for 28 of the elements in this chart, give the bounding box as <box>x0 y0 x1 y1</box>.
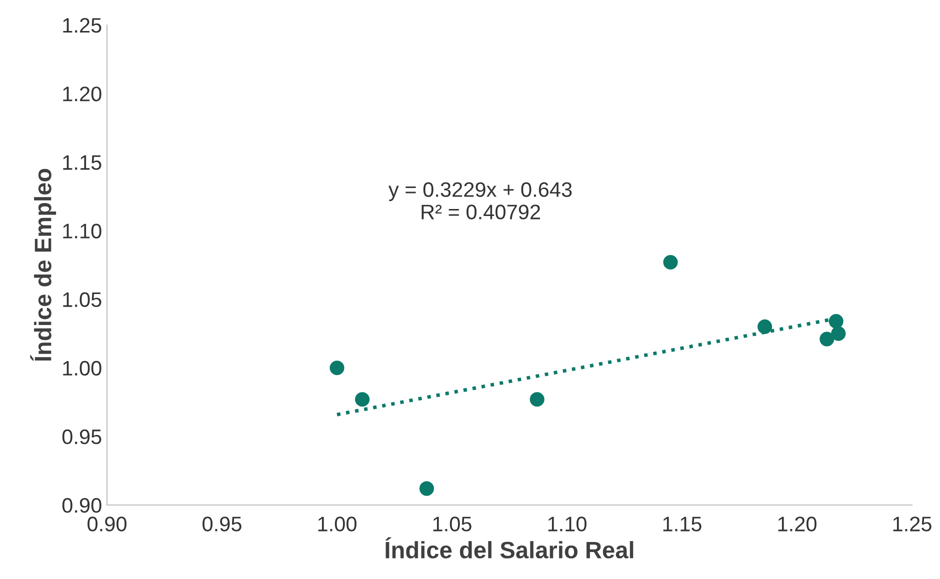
y-tick-label: 1.10 <box>63 224 102 238</box>
x-tick-label: 0.95 <box>202 516 242 532</box>
y-tick-label: 1.05 <box>63 292 102 308</box>
point <box>828 314 844 329</box>
point <box>330 360 344 376</box>
point <box>820 332 834 346</box>
point <box>355 392 370 407</box>
point <box>758 319 772 334</box>
point <box>831 326 846 341</box>
x-tick-label: 1.25 <box>893 516 932 532</box>
y-tick-label: 1.00 <box>63 360 102 376</box>
y-tick-label: 1.25 <box>63 18 102 33</box>
x-tick-label: 1.15 <box>663 516 702 532</box>
point <box>530 392 544 407</box>
x-tick-label: 0.90 <box>88 516 126 532</box>
x-tick-label: 1.10 <box>548 516 586 532</box>
x-tick-label: 1.05 <box>433 516 472 532</box>
point <box>663 254 678 270</box>
y-tick-label: 1.15 <box>63 155 102 170</box>
y-axis-title: Índice de Empleo <box>30 168 56 361</box>
x-tick-label: 1.20 <box>778 516 816 532</box>
x-tick-label: 1.00 <box>318 516 356 532</box>
annotation: y = 0.3229x + 0.643 R² = 0.40792 <box>388 182 572 220</box>
y-tick-label: 1.20 <box>63 86 102 102</box>
y-tick-label: 0.90 <box>62 498 102 513</box>
x-axis-title: Índice del Salario Real <box>385 537 634 558</box>
y-tick-label: 0.95 <box>62 429 102 444</box>
point <box>419 481 434 496</box>
